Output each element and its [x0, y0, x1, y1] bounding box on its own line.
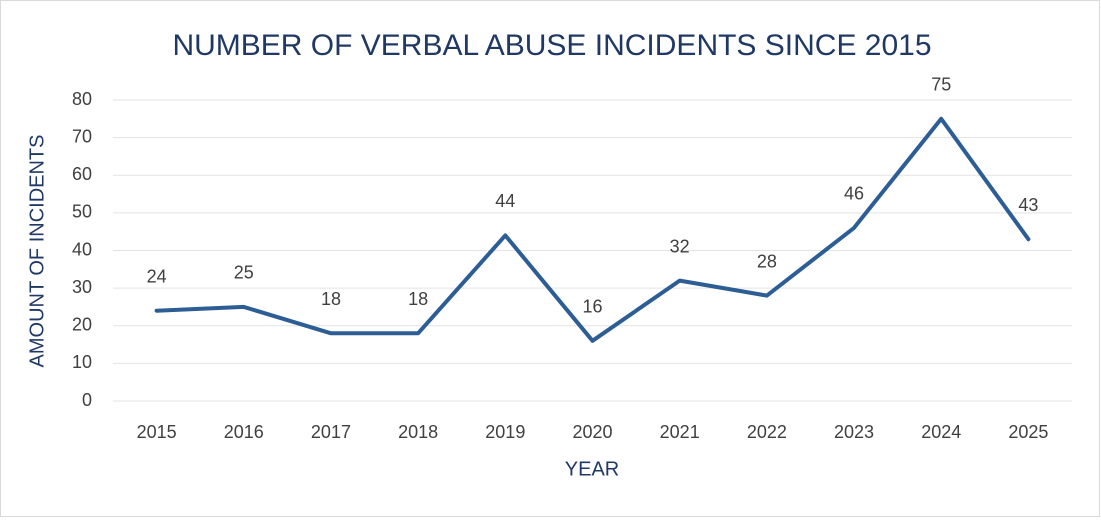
data-label: 25 — [234, 263, 254, 283]
y-tick-label: 20 — [72, 315, 92, 335]
data-label: 43 — [1018, 195, 1038, 215]
y-tick-label: 0 — [82, 390, 92, 410]
y-tick-label: 60 — [72, 164, 92, 184]
x-tick-label: 2016 — [224, 422, 264, 442]
x-tick-label: 2023 — [834, 422, 874, 442]
x-tick-label: 2022 — [747, 422, 787, 442]
data-label: 24 — [147, 266, 167, 286]
x-tick-label: 2017 — [311, 422, 351, 442]
x-tick-label: 2019 — [485, 422, 525, 442]
data-label: 46 — [844, 184, 864, 204]
x-tick-label: 2024 — [921, 422, 961, 442]
data-label: 75 — [931, 75, 951, 95]
y-axis-title: AMOUNT OF INCIDENTS — [26, 135, 48, 368]
y-tick-label: 10 — [72, 352, 92, 372]
chart-title: NUMBER OF VERBAL ABUSE INCIDENTS SINCE 2… — [172, 29, 931, 62]
y-tick-label: 50 — [72, 202, 92, 222]
y-tick-label: 70 — [72, 126, 92, 146]
x-tick-label: 2025 — [1008, 422, 1048, 442]
x-tick-label: 2018 — [398, 422, 438, 442]
x-axis-title: YEAR — [565, 458, 619, 480]
data-line — [154, 116, 1031, 343]
x-tick-label: 2021 — [660, 422, 700, 442]
data-label: 18 — [408, 289, 428, 309]
y-tick-label: 40 — [72, 239, 92, 259]
x-tick-label: 2015 — [137, 422, 177, 442]
data-label: 18 — [321, 289, 341, 309]
data-label: 28 — [757, 251, 777, 271]
data-label: 32 — [670, 236, 690, 256]
data-label: 44 — [495, 191, 515, 211]
y-tick-label: 80 — [72, 89, 92, 109]
x-tick-label: 2020 — [572, 422, 612, 442]
data-label: 16 — [582, 297, 602, 317]
y-tick-label: 30 — [72, 277, 92, 297]
